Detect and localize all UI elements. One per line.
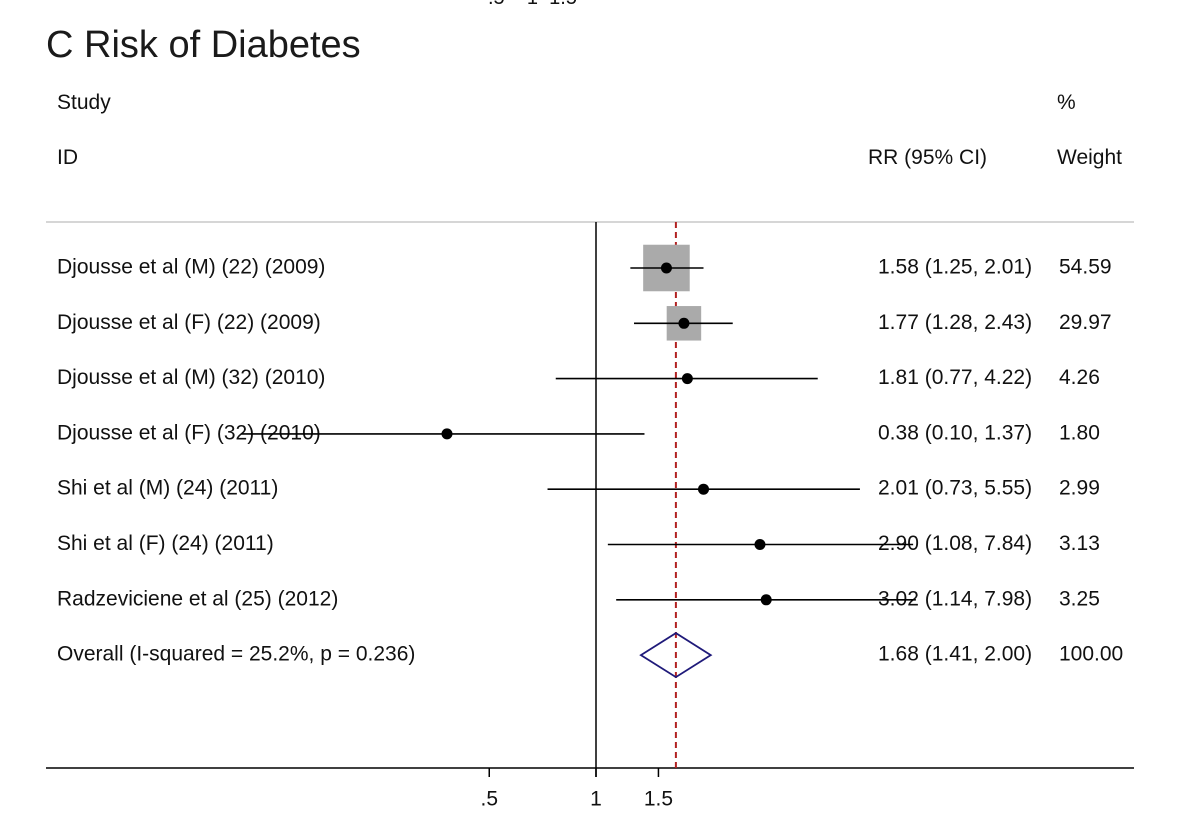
clipped-top-text: .5 1 1.5 xyxy=(488,0,577,9)
overall-diamond xyxy=(639,632,713,679)
study-label: Shi et al (F) (24) (2011) xyxy=(57,532,274,555)
point-estimate xyxy=(441,428,453,440)
overall-weight: 100.00 xyxy=(1059,643,1123,666)
column-header-rr: RR (95% CI) xyxy=(868,146,988,169)
point-estimate xyxy=(760,594,772,606)
study-label: Djousse et al (M) (32) (2010) xyxy=(57,366,325,389)
study-label: Djousse et al (F) (22) (2009) xyxy=(57,311,321,334)
x-tick-label: 1 xyxy=(590,788,602,811)
column-header-study: Study xyxy=(57,91,111,114)
study-weight: 54.59 xyxy=(1059,256,1112,279)
x-tick-label: .5 xyxy=(480,788,498,811)
point-estimate xyxy=(754,539,766,550)
study-rr-ci: 3.02 (1.14, 7.98) xyxy=(878,587,1032,610)
column-header-percent: % xyxy=(1057,91,1076,114)
study-weight: 3.25 xyxy=(1059,587,1100,610)
column-header-weight: Weight xyxy=(1057,146,1122,169)
point-estimate xyxy=(678,317,690,329)
x-tick-label: 1.5 xyxy=(644,788,673,811)
study-label: Shi et al (M) (24) (2011) xyxy=(57,477,278,500)
study-rr-ci: 1.77 (1.28, 2.43) xyxy=(878,311,1032,334)
study-rr-ci: 2.90 (1.08, 7.84) xyxy=(878,532,1032,555)
study-rr-ci: 0.38 (0.10, 1.37) xyxy=(878,421,1032,444)
study-rr-ci: 1.58 (1.25, 2.01) xyxy=(878,256,1032,279)
column-header-id: ID xyxy=(57,146,78,169)
study-rr-ci: 2.01 (0.73, 5.55) xyxy=(878,477,1032,500)
overall-rr-ci: 1.68 (1.41, 2.00) xyxy=(878,643,1032,666)
study-weight: 3.13 xyxy=(1059,532,1100,555)
chart-title: C Risk of Diabetes xyxy=(46,24,361,66)
study-weight: 1.80 xyxy=(1059,421,1100,444)
study-weight: 29.97 xyxy=(1059,311,1112,334)
point-estimate xyxy=(681,373,693,385)
point-estimate xyxy=(660,262,672,274)
study-label: Djousse et al (F) (32) (2010) xyxy=(57,421,321,444)
study-label: Djousse et al (M) (22) (2009) xyxy=(57,256,325,279)
study-rr-ci: 1.81 (0.77, 4.22) xyxy=(878,366,1032,389)
point-estimate xyxy=(698,483,710,495)
study-weight: 4.26 xyxy=(1059,366,1100,389)
overall-label: Overall (I-squared = 25.2%, p = 0.236) xyxy=(57,643,415,666)
study-weight: 2.99 xyxy=(1059,477,1100,500)
study-label: Radzeviciene et al (25) (2012) xyxy=(57,587,338,610)
